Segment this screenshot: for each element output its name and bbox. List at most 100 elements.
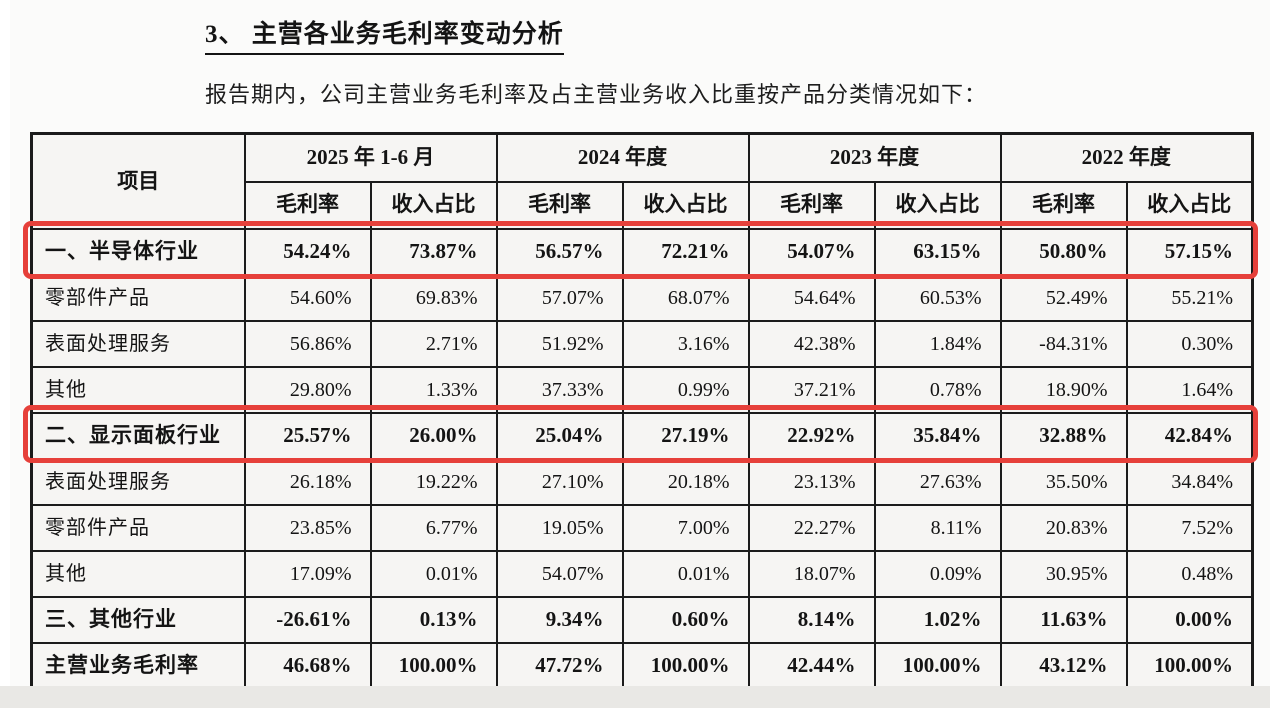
cell-value: 54.64%	[747, 273, 876, 322]
cell-value: 1.64%	[1125, 365, 1254, 414]
cell-value: 22.27%	[747, 503, 876, 552]
cell-value: 27.19%	[621, 411, 750, 460]
cell-value: 18.07%	[747, 549, 876, 598]
row-label: 主营业务毛利率	[30, 641, 246, 690]
cell-value: 54.07%	[495, 549, 624, 598]
row-label: 二、显示面板行业	[30, 411, 246, 460]
cell-value: 7.00%	[621, 503, 750, 552]
cell-value: 29.80%	[243, 365, 372, 414]
row-label: 其他	[30, 549, 246, 598]
cell-value: 32.88%	[999, 411, 1128, 460]
cell-value: 54.60%	[243, 273, 372, 322]
section-title-text: 3、 主营各业务毛利率变动分析	[205, 21, 564, 55]
subheader-revenue-share: 收入占比	[369, 180, 498, 230]
cell-value: 17.09%	[243, 549, 372, 598]
cell-value: 23.85%	[243, 503, 372, 552]
cell-value: 35.50%	[999, 457, 1128, 506]
subheader-revenue-share: 收入占比	[873, 180, 1002, 230]
section-title: 3、 主营各业务毛利率变动分析	[205, 14, 564, 55]
table-row: 表面处理服务 26.18% 19.22% 27.10% 20.18% 23.13% 27.6…	[30, 457, 1254, 506]
cell-value: 26.18%	[243, 457, 372, 506]
cell-value: 51.92%	[495, 319, 624, 368]
cell-value: 46.68%	[243, 641, 372, 690]
page-left-margin	[0, 0, 10, 708]
cell-value: 0.01%	[621, 549, 750, 598]
cell-value: 0.30%	[1125, 319, 1254, 368]
cell-value: 60.53%	[873, 273, 1002, 322]
cell-value: 42.44%	[747, 641, 876, 690]
cell-value: 42.84%	[1125, 411, 1254, 460]
table-header: 项目 2025 年 1-6 月 2024 年度 2023 年度 2022 年度 …	[30, 132, 1254, 230]
col-header-item: 项目	[30, 132, 246, 230]
cell-value: 42.38%	[747, 319, 876, 368]
row-label: 表面处理服务	[30, 457, 246, 506]
row-label: 表面处理服务	[30, 319, 246, 368]
row-label: 零部件产品	[30, 273, 246, 322]
margin-table-wrap: 项目 2025 年 1-6 月 2024 年度 2023 年度 2022 年度 …	[23, 132, 1258, 690]
subheader-gross-margin: 毛利率	[243, 180, 372, 230]
cell-value: 100.00%	[621, 641, 750, 690]
cell-value: -84.31%	[999, 319, 1128, 368]
cell-value: 55.21%	[1125, 273, 1254, 322]
cell-value: 100.00%	[1125, 641, 1254, 690]
cell-value: 11.63%	[999, 595, 1128, 644]
cell-value: 1.33%	[369, 365, 498, 414]
table-row: 主营业务毛利率 46.68% 100.00% 47.72% 100.00% 42.44% 1…	[30, 641, 1254, 690]
intro-paragraph: 报告期内，公司主营业务毛利率及占主营业务收入比重按产品分类情况如下：	[205, 82, 988, 107]
cell-value: 3.16%	[621, 319, 750, 368]
cell-value: 7.52%	[1125, 503, 1254, 552]
subheader-gross-margin: 毛利率	[999, 180, 1128, 230]
cell-value: 72.21%	[621, 227, 750, 276]
cell-value: 30.95%	[999, 549, 1128, 598]
table-row: 二、显示面板行业 25.57% 26.00% 25.04% 27.19% 22.92% 35…	[30, 411, 1254, 460]
cell-value: 0.13%	[369, 595, 498, 644]
cell-value: 25.57%	[243, 411, 372, 460]
cell-value: 18.90%	[999, 365, 1128, 414]
cell-value: 19.05%	[495, 503, 624, 552]
cell-value: 43.12%	[999, 641, 1128, 690]
cell-value: 8.11%	[873, 503, 1002, 552]
cell-value: 56.57%	[495, 227, 624, 276]
cell-value: 23.13%	[747, 457, 876, 506]
cell-value: 27.63%	[873, 457, 1002, 506]
cell-value: 0.09%	[873, 549, 1002, 598]
cell-value: 0.60%	[621, 595, 750, 644]
cell-value: 37.33%	[495, 365, 624, 414]
cell-value: 9.34%	[495, 595, 624, 644]
cell-value: 0.01%	[369, 549, 498, 598]
margin-table: 项目 2025 年 1-6 月 2024 年度 2023 年度 2022 年度 …	[30, 132, 1254, 690]
cell-value: 56.86%	[243, 319, 372, 368]
cell-value: 1.84%	[873, 319, 1002, 368]
cell-value: 100.00%	[873, 641, 1002, 690]
row-label: 一、半导体行业	[30, 227, 246, 276]
cell-value: 22.92%	[747, 411, 876, 460]
cell-value: 73.87%	[369, 227, 498, 276]
col-header-period-2025: 2025 年 1-6 月	[243, 132, 498, 183]
cell-value: 0.78%	[873, 365, 1002, 414]
cell-value: 37.21%	[747, 365, 876, 414]
cell-value: 2.71%	[369, 319, 498, 368]
cell-value: -26.61%	[243, 595, 372, 644]
cell-value: 6.77%	[369, 503, 498, 552]
table-row: 一、半导体行业 54.24% 73.87% 56.57% 72.21% 54.07% 63.…	[30, 227, 1254, 276]
cell-value: 54.07%	[747, 227, 876, 276]
cell-value: 35.84%	[873, 411, 1002, 460]
table-row: 其他 17.09% 0.01% 54.07% 0.01% 18.07% 0.09% 30.95…	[30, 549, 1254, 598]
cell-value: 47.72%	[495, 641, 624, 690]
table-row: 零部件产品 54.60% 69.83% 57.07% 68.07% 54.64% 60.53…	[30, 273, 1254, 322]
col-header-period-2024: 2024 年度	[495, 132, 750, 183]
cell-value: 68.07%	[621, 273, 750, 322]
cell-value: 34.84%	[1125, 457, 1254, 506]
cell-value: 57.07%	[495, 273, 624, 322]
cell-value: 50.80%	[999, 227, 1128, 276]
cell-value: 54.24%	[243, 227, 372, 276]
cell-value: 0.48%	[1125, 549, 1254, 598]
cell-value: 0.00%	[1125, 595, 1254, 644]
cell-value: 25.04%	[495, 411, 624, 460]
cell-value: 1.02%	[873, 595, 1002, 644]
cell-value: 20.18%	[621, 457, 750, 506]
row-label: 三、其他行业	[30, 595, 246, 644]
col-header-period-2023: 2023 年度	[747, 132, 1002, 183]
subheader-gross-margin: 毛利率	[747, 180, 876, 230]
